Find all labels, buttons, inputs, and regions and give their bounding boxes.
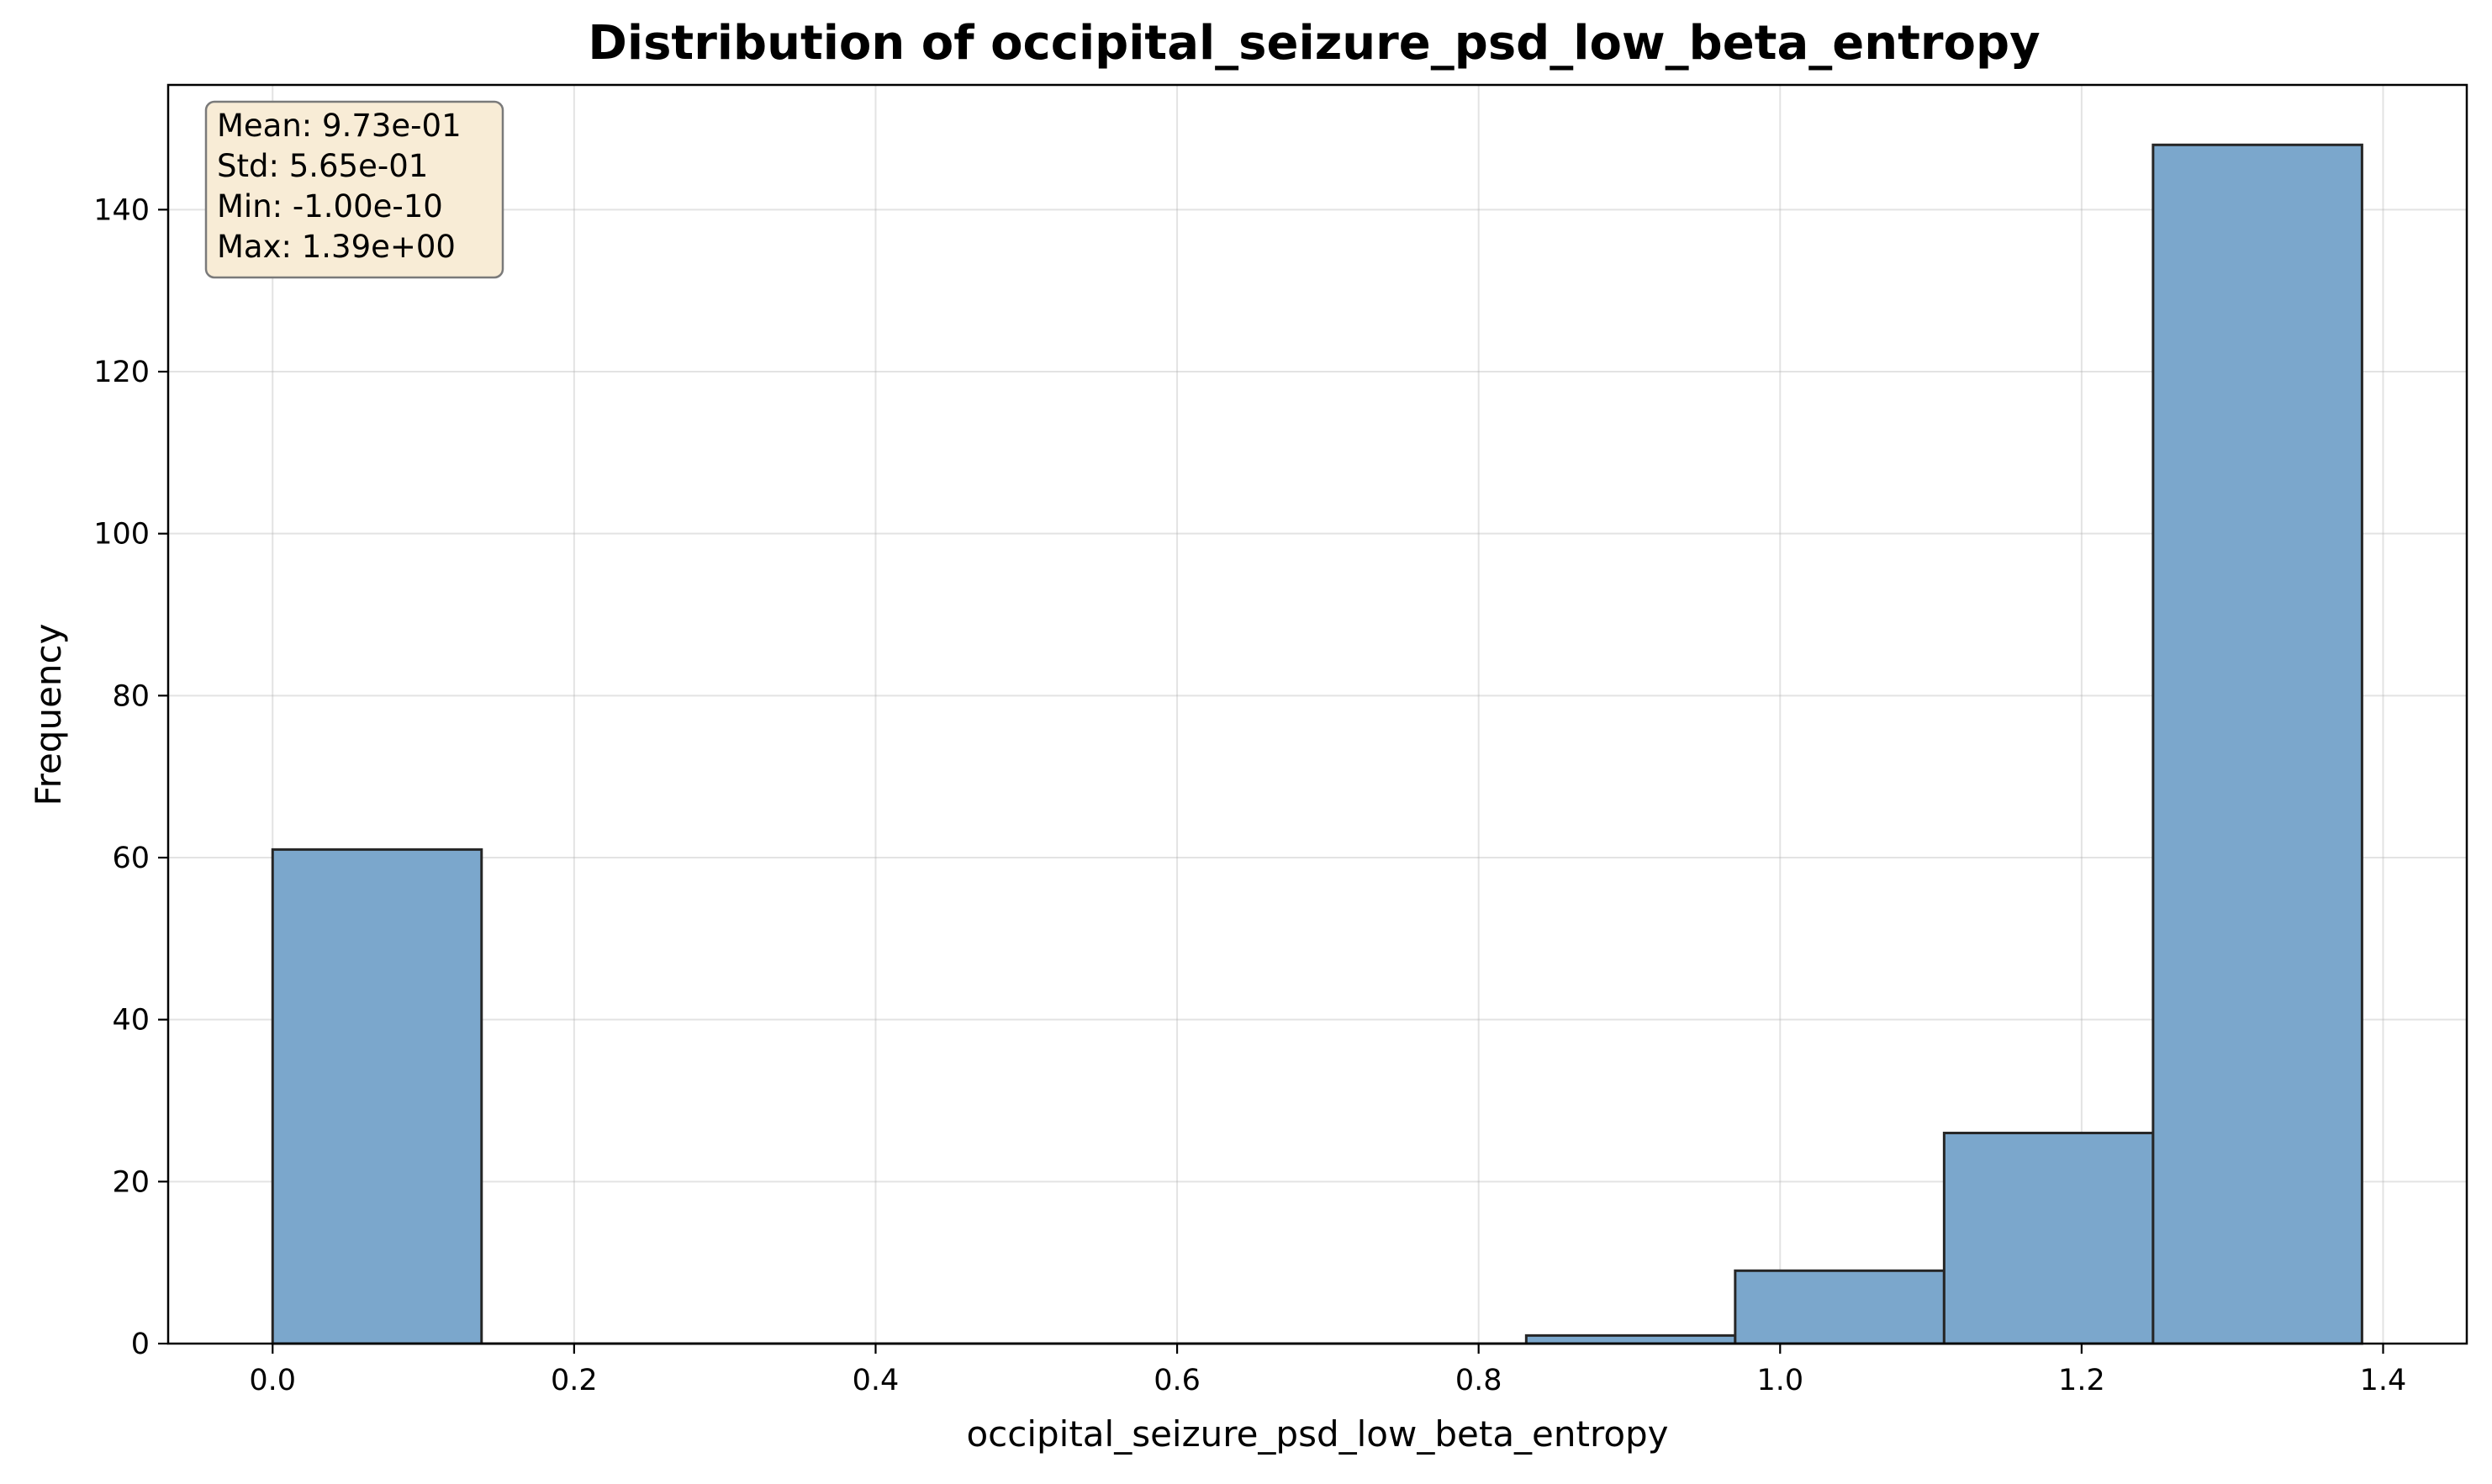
- x-tick-label: 0.4: [853, 1364, 900, 1397]
- x-tick-label: 0.8: [1455, 1364, 1502, 1397]
- bars-layer: [271, 143, 2363, 1345]
- x-tick-label: 0.0: [249, 1364, 296, 1397]
- y-tick-label: 20: [112, 1165, 150, 1199]
- y-tick-label: 80: [112, 679, 150, 713]
- ticks-layer: 0.0 0.2 0.4 0.6 0.8 1.0 1.2 1.4 0 20 40 60 80 100 120 1…: [93, 193, 2406, 1397]
- y-tick-label: 140: [93, 193, 150, 227]
- stats-mean: Mean: 9.73e-01: [217, 108, 462, 144]
- stats-std: Std: 5.65e-01: [217, 148, 428, 184]
- x-tick-label: 1.4: [2360, 1364, 2407, 1397]
- stats-min: Min: -1.00e-10: [217, 188, 443, 224]
- x-tick-label: 1.0: [1756, 1364, 1803, 1397]
- histogram-bar: [2151, 143, 2363, 1345]
- histogram-bar: [1734, 1269, 1946, 1345]
- y-axis-label: Frequency: [28, 624, 69, 806]
- y-tick-label: 100: [93, 518, 150, 552]
- x-axis-label: occipital_seizure_psd_low_beta_entropy: [966, 1413, 1668, 1455]
- x-tick-label: 1.2: [2058, 1364, 2105, 1397]
- y-tick-label: 120: [93, 356, 150, 389]
- y-tick-label: 40: [112, 1004, 150, 1038]
- histogram-bar: [271, 848, 483, 1345]
- plot-frame: [166, 83, 2468, 1345]
- chart-title: Distribution of occipital_seizure_psd_lo…: [588, 16, 2040, 71]
- stats-box-background: [204, 100, 504, 279]
- histogram-bar: [1942, 1132, 2155, 1345]
- y-tick-label: 0: [131, 1328, 150, 1361]
- stats-box: Mean: 9.73e-01 Std: 5.65e-01 Min: -1.00e…: [204, 100, 504, 279]
- x-tick-label: 0.6: [1154, 1364, 1201, 1397]
- x-tick-label: 0.2: [551, 1364, 598, 1397]
- histogram-bar: [1524, 1333, 1737, 1345]
- y-tick-label: 60: [112, 842, 150, 875]
- stats-max: Max: 1.39e+00: [217, 229, 456, 265]
